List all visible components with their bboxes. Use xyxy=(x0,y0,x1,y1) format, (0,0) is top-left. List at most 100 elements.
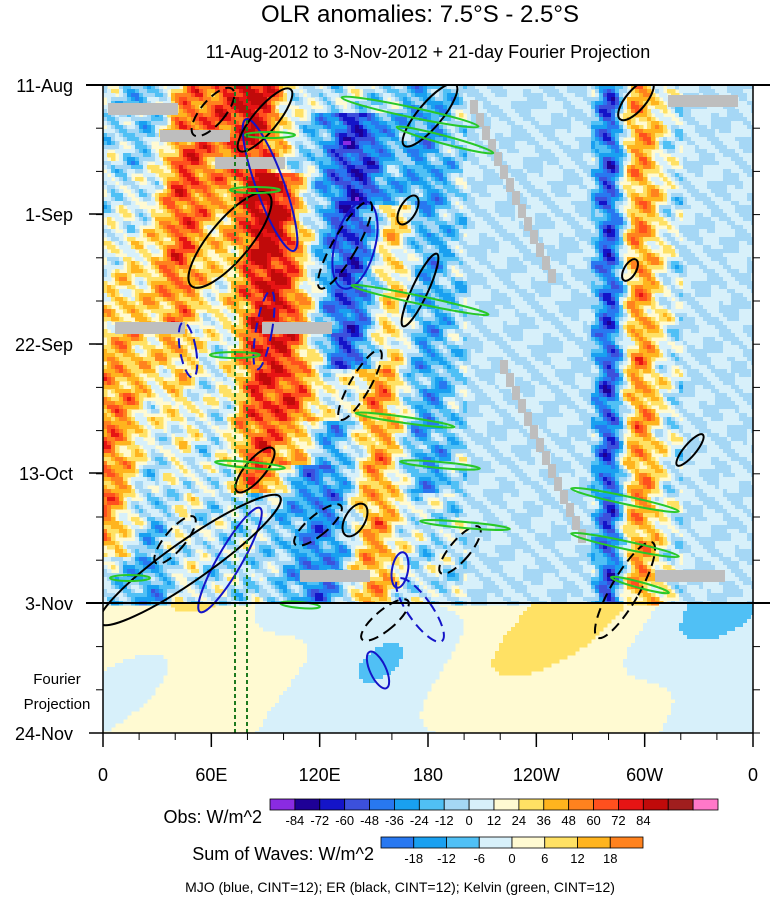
anomaly-cell xyxy=(495,101,500,106)
anomaly-cell xyxy=(119,165,124,170)
anomaly-cell xyxy=(407,205,412,210)
anomaly-cell xyxy=(391,137,396,142)
anomaly-cell xyxy=(219,93,224,98)
anomaly-cell xyxy=(435,209,440,214)
anomaly-cell xyxy=(383,193,388,198)
anomaly-cell xyxy=(567,197,572,202)
anomaly-cell xyxy=(303,137,308,142)
anomaly-cell xyxy=(507,157,512,162)
anomaly-cell xyxy=(739,137,744,142)
anomaly-cell xyxy=(151,121,156,126)
anomaly-cell xyxy=(707,133,712,138)
anomaly-cell xyxy=(743,149,748,154)
anomaly-cell xyxy=(143,149,148,154)
anomaly-cell xyxy=(387,89,392,94)
anomaly-cell xyxy=(111,93,116,98)
anomaly-cell xyxy=(207,169,212,174)
anomaly-cell xyxy=(531,101,536,106)
anomaly-cell xyxy=(631,169,636,174)
anomaly-cell xyxy=(143,189,148,194)
anomaly-cell xyxy=(491,153,496,158)
anomaly-cell xyxy=(683,137,688,142)
anomaly-cell xyxy=(263,197,268,202)
anomaly-cell xyxy=(303,177,308,182)
anomaly-cell xyxy=(411,205,416,210)
anomaly-cell xyxy=(603,121,608,126)
anomaly-cell xyxy=(271,193,276,198)
anomaly-cell xyxy=(111,209,116,214)
anomaly-cell xyxy=(139,133,144,138)
anomaly-cell xyxy=(751,201,753,206)
anomaly-cell xyxy=(515,101,520,106)
anomaly-cell xyxy=(523,85,528,90)
anomaly-cell xyxy=(343,145,348,150)
anomaly-cell xyxy=(511,109,516,114)
anomaly-cell xyxy=(535,117,540,122)
anomaly-cell xyxy=(207,157,212,162)
anomaly-cell xyxy=(723,173,728,178)
anomaly-cell xyxy=(575,161,580,166)
anomaly-cell xyxy=(247,169,252,174)
anomaly-cell xyxy=(527,137,532,142)
anomaly-cell xyxy=(175,157,180,162)
anomaly-cell xyxy=(223,209,228,214)
anomaly-cell xyxy=(299,161,304,166)
anomaly-cell xyxy=(495,121,500,126)
anomaly-cell xyxy=(123,173,128,178)
anomaly-cell xyxy=(611,101,616,106)
anomaly-cell xyxy=(347,165,352,170)
anomaly-cell xyxy=(651,109,656,114)
anomaly-cell xyxy=(391,209,396,214)
anomaly-cell xyxy=(599,97,604,102)
anomaly-cell xyxy=(191,97,196,102)
anomaly-cell xyxy=(635,205,640,210)
anomaly-cell xyxy=(535,85,540,90)
anomaly-cell xyxy=(699,137,704,142)
anomaly-cell xyxy=(515,165,520,170)
anomaly-cell xyxy=(327,173,332,178)
anomaly-cell xyxy=(707,173,712,178)
anomaly-cell xyxy=(367,89,372,94)
anomaly-cell xyxy=(555,101,560,106)
anomaly-cell xyxy=(607,173,612,178)
anomaly-cell xyxy=(515,141,520,146)
anomaly-cell xyxy=(235,113,240,118)
anomaly-cell xyxy=(491,129,496,134)
anomaly-cell xyxy=(587,141,592,146)
anomaly-cell xyxy=(375,181,380,186)
anomaly-cell xyxy=(155,161,160,166)
anomaly-cell xyxy=(443,197,448,202)
anomaly-cell xyxy=(315,213,320,218)
anomaly-cell xyxy=(603,201,608,206)
anomaly-cell xyxy=(739,121,744,126)
anomaly-cell xyxy=(391,109,396,114)
anomaly-cell xyxy=(571,93,576,98)
anomaly-cell xyxy=(715,209,720,214)
anomaly-cell xyxy=(543,193,548,198)
anomaly-cell xyxy=(319,181,324,186)
anomaly-cell xyxy=(407,101,412,106)
anomaly-cell xyxy=(399,97,404,102)
anomaly-cell xyxy=(351,157,356,162)
anomaly-cell xyxy=(131,209,136,214)
anomaly-cell xyxy=(731,149,736,154)
anomaly-cell xyxy=(175,169,180,174)
anomaly-cell xyxy=(523,181,528,186)
anomaly-cell xyxy=(423,89,428,94)
anomaly-cell xyxy=(599,189,604,194)
anomaly-cell xyxy=(195,157,200,162)
anomaly-cell xyxy=(139,121,144,126)
anomaly-cell xyxy=(523,121,528,126)
anomaly-cell xyxy=(315,89,320,94)
anomaly-cell xyxy=(719,105,724,110)
anomaly-cell xyxy=(135,89,140,94)
anomaly-cell xyxy=(735,177,740,182)
anomaly-cell xyxy=(495,149,500,154)
anomaly-cell xyxy=(167,177,172,182)
anomaly-cell xyxy=(695,145,700,150)
anomaly-cell xyxy=(203,189,208,194)
anomaly-cell xyxy=(587,193,592,198)
anomaly-cell xyxy=(195,169,200,174)
anomaly-cell xyxy=(399,121,404,126)
anomaly-cell xyxy=(583,157,588,162)
